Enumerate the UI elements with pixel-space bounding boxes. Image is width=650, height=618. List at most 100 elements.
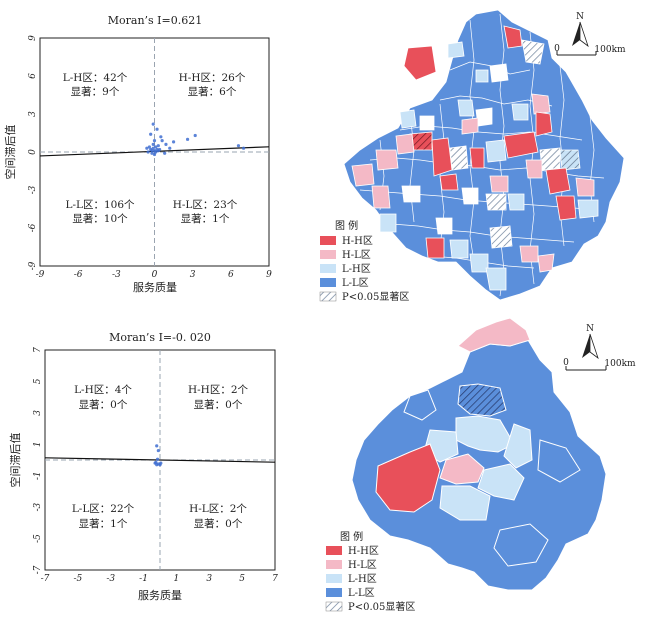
chart-1-point [241, 146, 246, 150]
chart-1-x-tick-label: -3 [112, 270, 121, 280]
chart-1-quadrant-hh-sig: 显著：6个 [188, 85, 237, 98]
chart-1-x-tick-label: -9 [36, 270, 45, 280]
map-2-legend-label-hh: H-H区 [348, 545, 379, 557]
map-1-legend-title: 图 例 [335, 219, 358, 232]
chart-2-quadrant-ll-sig: 显著：1个 [79, 517, 128, 530]
map-1-scale-bar [556, 51, 597, 56]
map-2-legend-label-ll: L-L区 [348, 587, 375, 599]
chart-2-y-tick-label: 5 [33, 378, 43, 384]
chart-2-x-tick-label: 5 [239, 574, 245, 584]
chart-1-point [164, 142, 168, 146]
map-2-legend-swatch-hh [326, 546, 342, 555]
map-2-legend: 图 例 H-H区 H-L区 L-H区 L-L区 P<0.05显著区 [325, 530, 415, 613]
chart-1-y-tick-label: 9 [28, 35, 38, 41]
chart-1-quadrant-hl-sig: 显著：1个 [181, 212, 230, 225]
chart-2-quadrant-hh-label: H-H区：2个 [188, 384, 249, 396]
chart-1-x-tick-label: 0 [152, 270, 158, 280]
chart-2-y-tick-label: -5 [33, 534, 43, 543]
chart-1-y-tick-label: -3 [28, 185, 38, 194]
chart-1-quadrant-hl-label: H-L区：23个 [173, 199, 238, 211]
map-2-legend-swatch-sig [325, 601, 343, 612]
map-1-legend-label-sig: P<0.05显著区 [342, 290, 409, 303]
map-1-legend-label-hh: H-H区 [342, 235, 373, 247]
chart-2-quadrant-hh-sig: 显著：0个 [194, 398, 243, 411]
map-1-legend-swatch-hh [320, 236, 336, 245]
map-2-scale-end: 100km [604, 359, 636, 369]
chart-1-point [157, 147, 162, 152]
chart-2-quadrant-hl-label: H-L区：2个 [189, 503, 247, 515]
chart-1-point [236, 144, 241, 148]
chart-1-point [151, 122, 155, 126]
map-1-north-arrow-icon [572, 21, 589, 48]
chart-1-point [145, 146, 149, 150]
map-2-legend-swatch-hl [326, 560, 342, 569]
chart-2-y-tick-label: -1 [33, 471, 43, 480]
map-1-scale-end: 100km [594, 45, 626, 55]
chart-2-x-tick-label: 7 [272, 574, 278, 584]
chart-1-point [154, 150, 158, 154]
chart-1-point [146, 150, 150, 154]
map-1-scale-zero: 0 [554, 44, 560, 54]
chart-1-point [193, 133, 197, 138]
chart-1-y-tick-label: -6 [28, 223, 38, 232]
map-1-north-label: N [576, 12, 584, 22]
chart-1-point [185, 137, 190, 141]
chart-2-x-tick-label: -3 [106, 574, 115, 584]
map-2-scale-bar [565, 366, 607, 371]
map-1-legend-label-lh: L-H区 [342, 263, 371, 275]
map-2-region [351, 317, 607, 591]
chart-1-y-tick-label: 3 [28, 111, 38, 117]
chart-2-point [159, 461, 163, 465]
chart-2-ticks: -7 -5 -3 -1 1 3 5 7 7 5 3 1 -1 -3 -5 -7 [33, 347, 278, 584]
chart-1-quadrant-lh-label: L-H区：42个 [63, 72, 128, 84]
chart-2-xlabel: 服务质量 [138, 589, 182, 602]
chart-1-xlabel: 服务质量 [133, 281, 177, 294]
chart-1-marks [39, 38, 270, 266]
map-2-legend-title: 图 例 [340, 530, 363, 543]
chart-2-point [154, 460, 158, 464]
map-2-legend-swatch-ll [326, 588, 342, 597]
map-2-north-arrow-icon [582, 333, 599, 360]
chart-1-point [163, 151, 167, 155]
chart-2-x-tick-label: 3 [206, 574, 212, 584]
chart-1-ticks: -9 -6 -3 0 3 6 9 9 6 3 0 -3 -6 -9 [28, 35, 272, 280]
chart-2-marks [44, 350, 276, 570]
map-1-region [343, 9, 625, 301]
map-1-legend-swatch-ll [320, 278, 336, 287]
map-1-legend-label-hl: H-L区 [342, 249, 371, 261]
chart-1-y-tick-label: 6 [28, 73, 38, 79]
chart-2-point [155, 444, 159, 448]
chart-1-point [159, 135, 163, 139]
chart-1-point [151, 142, 155, 146]
chart-1-point [154, 145, 158, 149]
chart-1-point [151, 146, 155, 150]
chart-2-y-tick-label: -3 [33, 502, 43, 511]
chart-2-quadrant-ll-label: L-L区：22个 [72, 503, 135, 515]
map-2: N 0 100km 图 例 H-H区 H-L区 L-H区 L-L区 P<0.05… [325, 317, 636, 613]
map-1-legend-swatch-lh [320, 264, 336, 273]
chart-1-x-tick-label: -6 [74, 270, 83, 280]
chart-1-y-tick-label: 0 [28, 149, 38, 155]
chart-2-title: Moran’s I=-0. 020 [109, 331, 211, 344]
scatter-chart-2: Moran’s I=-0. 020 -7 -5 -3 -1 1 3 5 7 7 5 3 1 -1 -3 -5… [8, 331, 278, 602]
chart-1-point [171, 140, 176, 144]
chart-1-x-tick-label: 3 [190, 270, 196, 280]
chart-2-point [156, 448, 160, 453]
chart-2-x-tick-label: -1 [139, 574, 148, 584]
chart-2-y-tick-label: 3 [33, 410, 43, 416]
chart-2-point [155, 457, 160, 461]
chart-1-point [155, 127, 159, 131]
map-1-legend-swatch-hl [320, 250, 336, 259]
chart-2-quadrant-hl-sig: 显著：0个 [194, 517, 243, 530]
map-2-legend-swatch-lh [326, 574, 342, 583]
map-2-legend-label-lh: L-H区 [348, 573, 377, 585]
chart-1-quadrant-lh-sig: 显著：9个 [71, 85, 120, 98]
map-1: N 0 100km 图 例 H-H区 H-L区 L-H区 L-L区 P<0.05… [319, 9, 626, 303]
chart-2-ylabel: 空间滞后值 [8, 433, 22, 488]
chart-2-regression-line [44, 457, 276, 463]
map-2-legend-label-hl: H-L区 [348, 559, 377, 571]
chart-1-point [152, 139, 157, 143]
chart-1-point [150, 151, 154, 155]
map-2-scale-zero: 0 [563, 358, 569, 368]
chart-1-point [150, 149, 154, 153]
